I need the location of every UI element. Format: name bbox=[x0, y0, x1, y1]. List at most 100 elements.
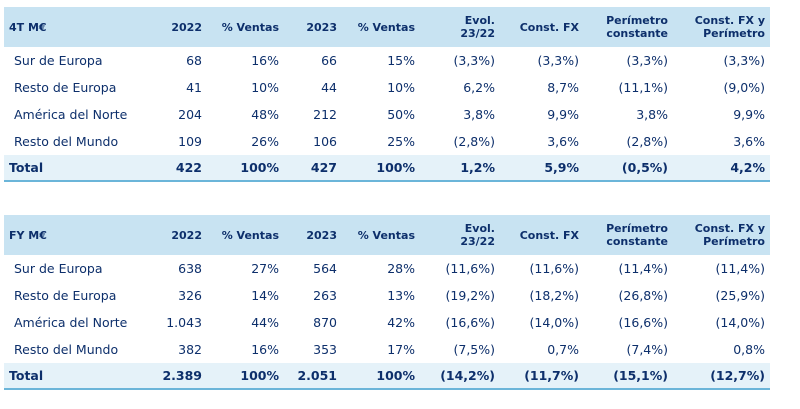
table-cell: 44 bbox=[321, 80, 337, 95]
table-cell: 9,9% bbox=[547, 107, 579, 122]
table-row: Resto de Europa 326 14% 263 13% (19,2%) (18,2%… bbox=[4, 282, 770, 309]
column-header: Evol. 23/22 bbox=[420, 7, 500, 47]
total-cell: 2.389 bbox=[144, 363, 207, 390]
table-cell: 15% bbox=[387, 53, 415, 68]
total-label: Total bbox=[4, 155, 144, 182]
column-header: Const. FX y Perímetro bbox=[673, 7, 770, 47]
table-row: Sur de Europa 638 27% 564 28% (11,6%) (11,6%) (… bbox=[4, 255, 770, 282]
table-cell: 6,2% bbox=[463, 80, 495, 95]
table-cell: (3,3%) bbox=[537, 53, 579, 68]
column-header: % Ventas bbox=[207, 7, 284, 47]
total-cell: (15,1%) bbox=[584, 363, 673, 390]
table-cell: 16% bbox=[251, 342, 279, 357]
row-label: América del Norte bbox=[14, 107, 128, 122]
table-cell: (14,0%) bbox=[529, 315, 579, 330]
table-cell: (11,6%) bbox=[445, 261, 495, 276]
row-label: Sur de Europa bbox=[14, 261, 103, 276]
table-cell: 66 bbox=[321, 53, 337, 68]
table-cell: 27% bbox=[251, 261, 279, 276]
column-header: Evol. 23/22 bbox=[420, 215, 500, 255]
header-row: FY M€ 2022% Ventas 2023% Ventas Evol. 23/22 C… bbox=[4, 215, 770, 255]
total-cell: 422 bbox=[144, 155, 207, 182]
row-label: Resto de Europa bbox=[14, 80, 117, 95]
table-cell: (9,0%) bbox=[723, 80, 765, 95]
table-cell: (18,2%) bbox=[529, 288, 579, 303]
table-cell: 106 bbox=[313, 134, 337, 149]
table-cell: (3,3%) bbox=[453, 53, 495, 68]
table-cell: 0,8% bbox=[733, 342, 765, 357]
table-cell: 263 bbox=[313, 288, 337, 303]
column-header: 2022 bbox=[144, 215, 207, 255]
column-header: Perímetro constante bbox=[584, 215, 673, 255]
table-row: Sur de Europa 68 16% 66 15% (3,3%) (3,3%) (3,3%… bbox=[4, 47, 770, 74]
table-cell: 10% bbox=[387, 80, 415, 95]
table-row: Resto del Mundo 382 16% 353 17% (7,5%) 0,7% (7,… bbox=[4, 336, 770, 363]
column-header: 2023 bbox=[284, 7, 342, 47]
table-cell: (11,4%) bbox=[715, 261, 765, 276]
row-label: Sur de Europa bbox=[14, 53, 103, 68]
table-cell: 41 bbox=[186, 80, 202, 95]
table-cell: 564 bbox=[313, 261, 337, 276]
column-header: 2022 bbox=[144, 7, 207, 47]
table-cell: (7,5%) bbox=[453, 342, 495, 357]
column-header: 4T M€ bbox=[4, 7, 144, 47]
table-cell: 3,6% bbox=[547, 134, 579, 149]
table-cell: (7,4%) bbox=[626, 342, 668, 357]
header-row: 4T M€ 2022% Ventas 2023% Ventas Evol. 23/22 C… bbox=[4, 7, 770, 47]
row-label: Resto del Mundo bbox=[14, 342, 119, 357]
table-row: América del Norte 1.043 44% 870 42% (16,6%) (1… bbox=[4, 309, 770, 336]
table-cell: 3,8% bbox=[463, 107, 495, 122]
table-cell: 3,6% bbox=[733, 134, 765, 149]
total-row: Total 2.389 100% 2.051 100% (14,2%) (11,7%) (15… bbox=[4, 363, 770, 390]
total-label: Total bbox=[4, 363, 144, 390]
table-cell: 212 bbox=[313, 107, 337, 122]
table-cell: (16,6%) bbox=[445, 315, 495, 330]
table-cell: 1.043 bbox=[166, 315, 202, 330]
table-cell: 25% bbox=[387, 134, 415, 149]
sales-table-4t: 4T M€ 2022% Ventas 2023% Ventas Evol. 23/22 C… bbox=[4, 7, 770, 182]
table-cell: (2,8%) bbox=[626, 134, 668, 149]
total-cell: (11,7%) bbox=[500, 363, 584, 390]
table-cell: 326 bbox=[178, 288, 202, 303]
total-cell: 100% bbox=[342, 155, 420, 182]
table-cell: 382 bbox=[178, 342, 202, 357]
column-header: 2023 bbox=[284, 215, 342, 255]
table-cell: 50% bbox=[387, 107, 415, 122]
column-header: Perímetro constante bbox=[584, 7, 673, 47]
total-cell: 4,2% bbox=[673, 155, 770, 182]
row-label: América del Norte bbox=[14, 315, 128, 330]
column-header: Const. FX bbox=[500, 7, 584, 47]
table-cell: 109 bbox=[178, 134, 202, 149]
table-cell: 204 bbox=[178, 107, 202, 122]
table-row: América del Norte 204 48% 212 50% 3,8% 9,9% 3,8… bbox=[4, 101, 770, 128]
total-cell: 2.051 bbox=[284, 363, 342, 390]
table-cell: 353 bbox=[313, 342, 337, 357]
total-cell: 5,9% bbox=[500, 155, 584, 182]
column-header: Const. FX y Perímetro bbox=[673, 215, 770, 255]
total-cell: (0,5%) bbox=[584, 155, 673, 182]
table-cell: (25,9%) bbox=[715, 288, 765, 303]
table-cell: (3,3%) bbox=[723, 53, 765, 68]
column-header: % Ventas bbox=[342, 215, 420, 255]
table-cell: 28% bbox=[387, 261, 415, 276]
table-row: Resto del Mundo 109 26% 106 25% (2,8%) 3,6% (2,… bbox=[4, 128, 770, 155]
table-cell: 13% bbox=[387, 288, 415, 303]
table-cell: (11,4%) bbox=[618, 261, 668, 276]
total-cell: (12,7%) bbox=[673, 363, 770, 390]
table-cell: 68 bbox=[186, 53, 202, 68]
column-header: % Ventas bbox=[342, 7, 420, 47]
total-cell: (14,2%) bbox=[420, 363, 500, 390]
total-cell: 100% bbox=[207, 363, 284, 390]
table-cell: 8,7% bbox=[547, 80, 579, 95]
row-label: Resto del Mundo bbox=[14, 134, 119, 149]
column-header: FY M€ bbox=[4, 215, 144, 255]
total-cell: 427 bbox=[284, 155, 342, 182]
column-header: Const. FX bbox=[500, 215, 584, 255]
table-cell: (14,0%) bbox=[715, 315, 765, 330]
table-row: Resto de Europa 41 10% 44 10% 6,2% 8,7% (11,1%)… bbox=[4, 74, 770, 101]
table-cell: 3,8% bbox=[636, 107, 668, 122]
table-cell: (19,2%) bbox=[445, 288, 495, 303]
total-cell: 1,2% bbox=[420, 155, 500, 182]
table-cell: 44% bbox=[251, 315, 279, 330]
table-cell: (11,6%) bbox=[529, 261, 579, 276]
